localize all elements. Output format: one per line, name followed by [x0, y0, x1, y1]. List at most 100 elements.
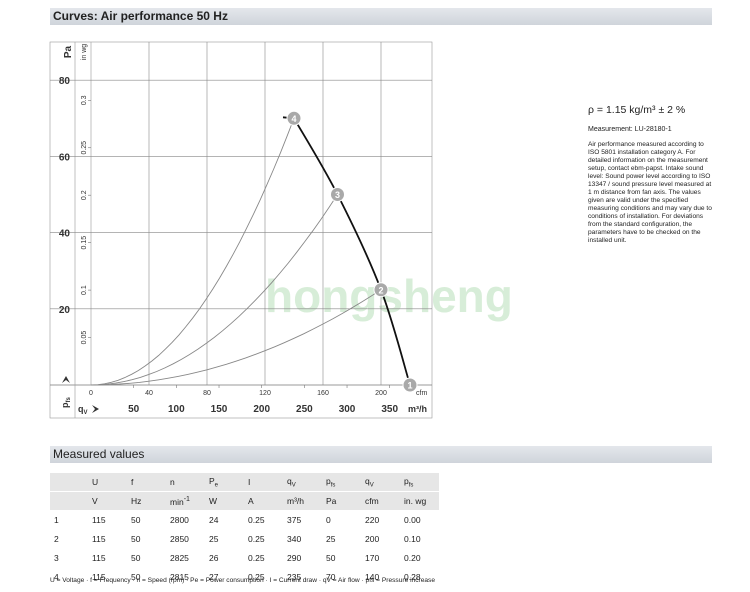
cell: 0.00	[400, 510, 439, 530]
system-curve	[90, 118, 295, 386]
symbol: p	[404, 475, 409, 486]
cell: 115	[88, 548, 127, 568]
cell: 140	[361, 567, 400, 587]
symbol: q	[365, 475, 370, 486]
cell: 3	[50, 548, 88, 568]
point-label: 3	[335, 190, 340, 200]
unit: W	[209, 496, 218, 506]
cell: 2815	[166, 567, 205, 587]
unit: Pa	[326, 496, 337, 506]
cell: 0.10	[400, 529, 439, 549]
cell: 50	[322, 548, 361, 568]
y2-tick-label: 0.15	[81, 236, 88, 250]
unit: min	[170, 496, 184, 507]
column-symbol: qV	[283, 473, 322, 492]
x2-tick-label: 50	[128, 404, 140, 415]
column-unit: Hz	[127, 491, 166, 511]
cell: 1	[50, 510, 88, 530]
y2-tick-label: 0.1	[81, 285, 88, 295]
symbol: U	[92, 477, 99, 487]
symbol: f	[131, 477, 134, 487]
corner-cell	[50, 473, 88, 492]
cell: 235	[283, 567, 322, 587]
x2-tick-label: 300	[339, 404, 356, 415]
x-unit: cfm	[416, 390, 427, 397]
symbol-sub: V	[291, 482, 296, 489]
section-header: Measured values	[50, 446, 712, 463]
x2-tick-label: 200	[253, 404, 270, 415]
x-tick-label: 160	[317, 390, 329, 397]
column-symbol: I	[244, 473, 283, 492]
y2-tick-label: 0.3	[81, 95, 88, 105]
system-curve	[90, 289, 382, 386]
arrow	[62, 376, 70, 383]
column-symbol: pfs	[322, 473, 361, 492]
cell: 50	[127, 567, 166, 587]
column-unit: m³/h	[283, 491, 322, 511]
y2-tick-label: 0.2	[81, 190, 88, 200]
cell: 50	[127, 510, 166, 530]
symbol: n	[170, 477, 175, 487]
data-row: 1 115 50 2800 24 0.25 375 0 220 0.00	[50, 510, 439, 530]
x-symbol-sub: V	[84, 410, 88, 416]
note-text: Air performance measured according to IS…	[588, 141, 712, 244]
column-symbol: f	[127, 473, 166, 492]
operating-point	[286, 110, 302, 126]
system-curve	[90, 194, 338, 386]
corner-cell	[50, 491, 88, 511]
x-tick-label: 0	[89, 390, 93, 397]
x2-unit: m³/h	[408, 404, 427, 414]
symbol: I	[248, 477, 251, 487]
cell: 24	[205, 510, 244, 530]
cell: 0.28	[400, 567, 439, 587]
plot-frame	[49, 41, 433, 419]
cell: 50	[127, 548, 166, 568]
x2-tick-label: 350	[381, 404, 398, 415]
x2-tick-label: 150	[211, 404, 228, 415]
cell: 2850	[166, 529, 205, 549]
cell: 340	[283, 529, 322, 549]
column-symbol: qV	[361, 473, 400, 492]
unit: V	[92, 496, 98, 506]
arrow	[92, 405, 99, 413]
cell: 4	[50, 567, 88, 587]
symbol-sub: fs	[330, 482, 336, 489]
data-row: 3 115 50 2825 26 0.25 290 50 170 0.20	[50, 548, 439, 568]
cell: 26	[205, 548, 244, 568]
symbol-sub: e	[214, 482, 219, 489]
cell: 50	[127, 529, 166, 549]
symbol: p	[326, 475, 331, 486]
column-unit: in. wg	[400, 491, 439, 511]
cell: 0.25	[244, 529, 283, 549]
cell: 2	[50, 529, 88, 549]
column-symbol: Pe	[205, 473, 244, 492]
column-unit: A	[244, 491, 283, 511]
footnote: U = Voltage · f = Frequency · n = Speed …	[50, 577, 435, 584]
y-symbol: pfs	[60, 397, 72, 408]
cell: 0.20	[400, 548, 439, 568]
cell: 25	[205, 529, 244, 549]
cell: 0	[322, 510, 361, 530]
cell: 70	[322, 567, 361, 587]
cell: 0.25	[244, 567, 283, 587]
notes: ρ = 1.15 kg/m³ ± 2 % Measurement: LU-281…	[588, 104, 714, 245]
section-header: Curves: Air performance 50 Hz	[50, 8, 712, 25]
column-unit: V	[88, 491, 127, 511]
symbol-sub: fs	[408, 482, 414, 489]
x-symbol-main: q	[78, 404, 84, 414]
operating-point	[330, 187, 345, 202]
operating-point	[373, 282, 389, 298]
symbol: q	[287, 475, 292, 486]
y2-unit: in wg	[81, 44, 88, 60]
column-symbol: pfs	[400, 473, 439, 492]
cell: 220	[361, 510, 400, 530]
density: ρ = 1.15 kg/m³ ± 2 %	[588, 104, 686, 116]
fan-curve	[282, 116, 411, 386]
cell: 0.25	[244, 548, 283, 568]
measurement: Measurement: LU-28180-1	[588, 126, 672, 133]
unit: cfm	[365, 496, 379, 506]
y2-tick-label: 0.05	[81, 331, 88, 345]
